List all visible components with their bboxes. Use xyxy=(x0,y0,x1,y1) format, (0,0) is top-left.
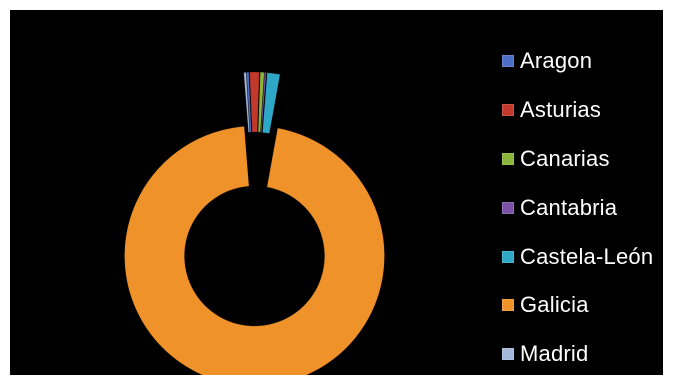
legend-item-castela-leon: Castela-León xyxy=(502,232,662,281)
legend-label-aragon: Aragon xyxy=(520,48,593,74)
legend-label-madrid: Madrid xyxy=(520,341,589,367)
legend-swatch-galicia xyxy=(502,299,514,312)
legend-item-canarias: Canarias xyxy=(502,135,662,184)
slice-cantabria xyxy=(260,72,267,133)
chart-area: Aragon Asturias Canarias Cantabria Caste… xyxy=(10,10,663,375)
donut-chart xyxy=(124,71,385,375)
legend-label-castela-leon: Castela-León xyxy=(520,243,654,269)
legend-swatch-aragon xyxy=(502,55,514,68)
legend-item-cantabria: Cantabria xyxy=(502,183,662,232)
chart-legend: Aragon Asturias Canarias Cantabria Caste… xyxy=(502,37,662,379)
legend-label-canarias: Canarias xyxy=(520,145,610,171)
slice-canarias xyxy=(257,71,265,133)
slice-asturias xyxy=(249,71,260,133)
legend-item-galicia: Galicia xyxy=(502,281,662,330)
legend-swatch-madrid xyxy=(502,348,514,361)
legend-swatch-canarias xyxy=(502,152,514,165)
legend-swatch-castela-leon xyxy=(502,250,514,263)
slice-madrid xyxy=(243,72,251,133)
slice-castela-leon xyxy=(262,72,281,134)
slice-galicia xyxy=(124,126,385,375)
slice-aragon xyxy=(246,71,252,133)
legend-swatch-asturias xyxy=(502,104,514,117)
legend-item-aragon: Aragon xyxy=(502,37,662,86)
legend-label-galicia: Galicia xyxy=(520,292,589,318)
legend-item-madrid: Madrid xyxy=(502,330,662,379)
legend-label-cantabria: Cantabria xyxy=(520,194,618,220)
legend-label-asturias: Asturias xyxy=(520,97,602,123)
legend-swatch-cantabria xyxy=(502,201,514,214)
legend-item-asturias: Asturias xyxy=(502,86,662,135)
